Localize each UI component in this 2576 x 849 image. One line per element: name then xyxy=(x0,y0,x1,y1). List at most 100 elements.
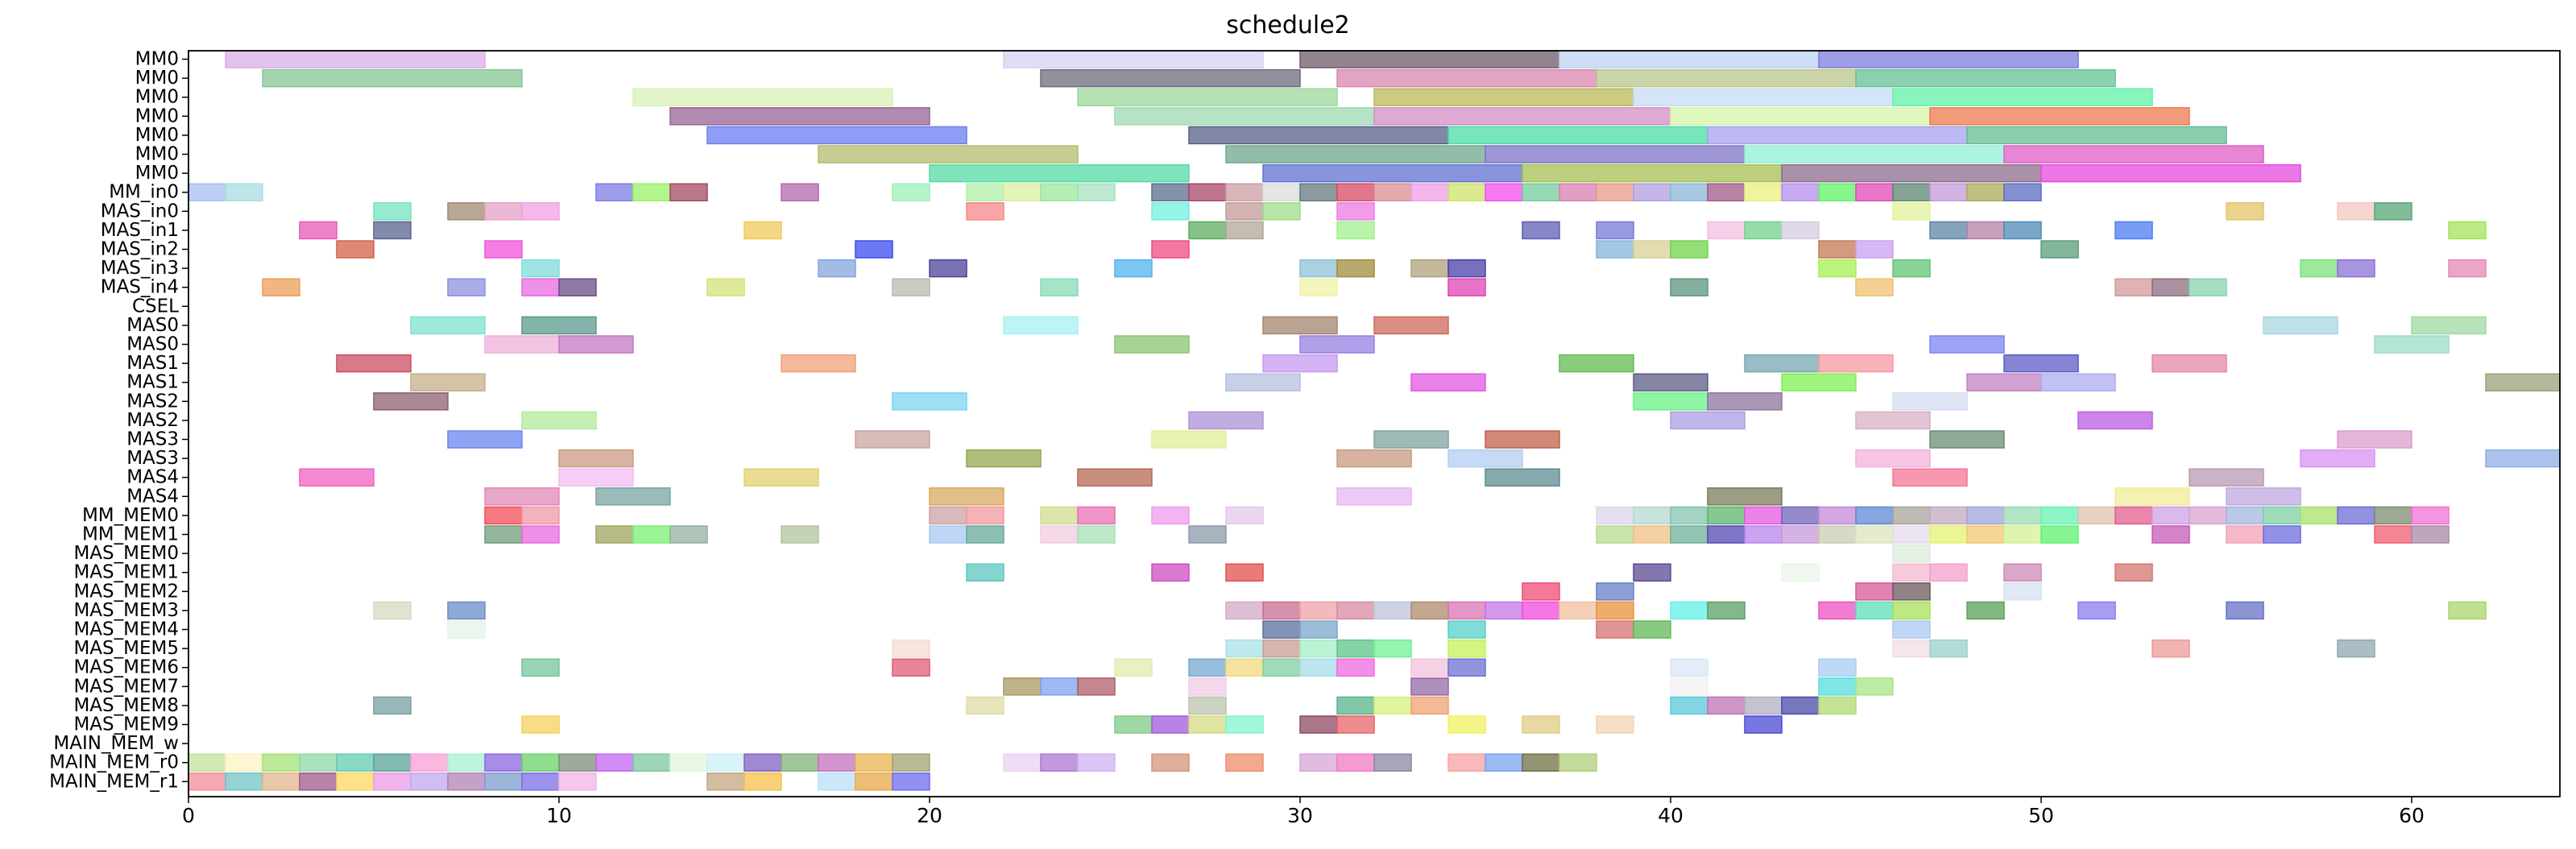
bar xyxy=(1410,658,1449,677)
bar xyxy=(1188,658,1227,677)
bar xyxy=(1447,126,1708,145)
bar xyxy=(1670,240,1708,259)
bar xyxy=(743,772,782,791)
bar xyxy=(1670,696,1708,715)
bar xyxy=(1781,525,1820,544)
bar xyxy=(1522,582,1560,601)
y-tick-label: MAS4 xyxy=(126,486,179,507)
bar xyxy=(781,525,819,544)
bar xyxy=(1744,506,1783,525)
y-tick-label: MAS_MEM7 xyxy=(73,676,179,697)
bar xyxy=(1077,525,1116,544)
bar xyxy=(1855,411,1931,430)
bar xyxy=(2114,221,2153,240)
y-tick-label: MAS_MEM2 xyxy=(73,581,179,602)
bar xyxy=(1966,601,2005,620)
bar xyxy=(521,259,560,278)
bar xyxy=(1633,506,1671,525)
bar xyxy=(1596,601,1634,620)
bar xyxy=(929,506,967,525)
bar xyxy=(1670,506,1708,525)
y-tick-label: MAS0 xyxy=(126,334,179,355)
bar xyxy=(1559,753,1597,772)
y-tick-label: MAIN_MEM_r0 xyxy=(49,752,179,773)
bar xyxy=(1596,525,1634,544)
bar xyxy=(1892,88,2153,106)
bar xyxy=(2263,525,2301,544)
bar xyxy=(2337,639,2375,658)
y-tick-label: MAS_in1 xyxy=(101,220,179,241)
bar xyxy=(1336,202,1375,221)
bar xyxy=(1855,183,1894,201)
bar xyxy=(966,525,1004,544)
bar xyxy=(1225,601,1264,620)
bar xyxy=(1299,658,1338,677)
bar xyxy=(2003,221,2042,240)
bar xyxy=(521,525,560,544)
bar xyxy=(1707,525,1746,544)
bar xyxy=(1670,525,1708,544)
bar xyxy=(447,601,486,620)
bar xyxy=(2040,506,2079,525)
bar xyxy=(1225,221,1264,240)
bar xyxy=(1670,107,1931,126)
bar xyxy=(2040,525,2079,544)
bar xyxy=(1188,411,1264,430)
bar xyxy=(1040,525,1079,544)
bar xyxy=(2263,316,2338,335)
bar xyxy=(892,183,930,201)
bar xyxy=(1299,335,1375,354)
bar xyxy=(1781,164,2042,183)
bar xyxy=(1781,696,1820,715)
bar xyxy=(2485,373,2561,391)
bar xyxy=(706,278,745,296)
bar xyxy=(669,525,708,544)
y-tick-label: MM0 xyxy=(135,163,179,184)
bar xyxy=(1151,563,1190,582)
bar xyxy=(1670,183,1708,201)
axes-layer: MM0MM0MM0MM0MM0MM0MM0MM_in0MAS_in0MAS_in… xyxy=(49,49,2561,827)
bar xyxy=(447,753,486,772)
bar xyxy=(855,753,893,772)
bar xyxy=(1003,677,1042,696)
bar xyxy=(1336,183,1375,201)
bar xyxy=(1781,506,1820,525)
bar xyxy=(706,753,745,772)
x-tick-label: 40 xyxy=(1658,804,1684,827)
bar xyxy=(484,335,560,354)
bar xyxy=(1633,183,1671,201)
bar xyxy=(1633,525,1671,544)
bar xyxy=(669,753,708,772)
bar xyxy=(1596,183,1634,201)
bar xyxy=(2040,373,2116,391)
bar xyxy=(1114,259,1153,278)
bar xyxy=(1855,278,1894,296)
bar xyxy=(1818,259,1857,278)
y-tick-label: MM0 xyxy=(135,87,179,108)
bar xyxy=(1114,658,1153,677)
bar xyxy=(299,221,338,240)
bar xyxy=(818,772,856,791)
bar xyxy=(1670,601,1708,620)
bar xyxy=(1225,639,1264,658)
bar xyxy=(1855,68,2116,88)
plot-frame xyxy=(188,50,2561,797)
bar xyxy=(225,753,263,772)
x-tick-label: 50 xyxy=(2028,804,2054,827)
bar xyxy=(706,126,967,145)
bar xyxy=(1966,506,2005,525)
bar xyxy=(1929,506,1968,525)
bar xyxy=(1114,715,1153,734)
bar xyxy=(1262,601,1301,620)
bar xyxy=(1336,715,1375,734)
bar xyxy=(1373,183,1412,201)
y-tick-label: MAS2 xyxy=(126,391,179,412)
bar xyxy=(225,50,486,68)
bar xyxy=(1818,354,1894,373)
bar xyxy=(1151,715,1190,734)
bar xyxy=(1151,506,1190,525)
bar xyxy=(2189,506,2227,525)
bar xyxy=(1188,525,1227,544)
bar xyxy=(2374,335,2450,354)
